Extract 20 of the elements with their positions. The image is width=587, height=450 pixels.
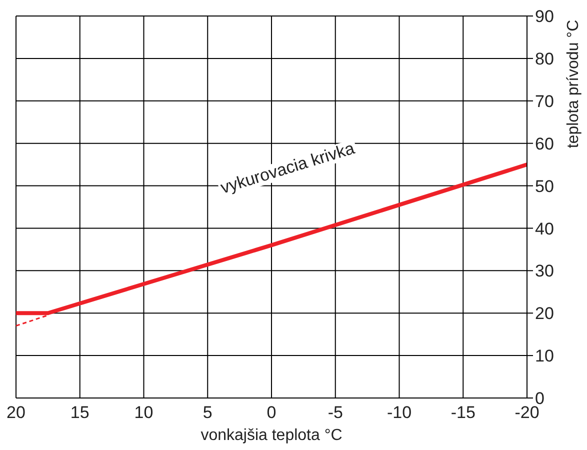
x-axis-title: vonkajšia teplota °C bbox=[200, 426, 344, 446]
y-tick-label: 10 bbox=[535, 346, 554, 366]
y-axis-title: teplota prívodu °C bbox=[564, 20, 583, 148]
y-tick-label: 30 bbox=[535, 262, 554, 281]
x-tick-label: 15 bbox=[70, 403, 90, 422]
x-tick-label: -15 bbox=[450, 403, 476, 422]
y-tick-label: 90 bbox=[535, 7, 554, 26]
y-tick-label: 20 bbox=[535, 304, 554, 324]
y-tick-label: 50 bbox=[535, 176, 554, 196]
x-tick-label: -5 bbox=[328, 403, 343, 422]
x-tick-label: 20 bbox=[6, 403, 26, 422]
x-tick-label: 0 bbox=[266, 403, 276, 422]
y-tick-label: 40 bbox=[535, 219, 554, 238]
x-tick-label: -10 bbox=[386, 403, 412, 422]
x-tick-label: 10 bbox=[134, 403, 154, 422]
x-tick-label: -20 bbox=[514, 403, 540, 422]
y-tick-label: 60 bbox=[535, 134, 554, 154]
x-tick-label: 5 bbox=[202, 403, 212, 422]
y-tick-label: 70 bbox=[535, 92, 554, 111]
y-tick-label: 80 bbox=[535, 49, 554, 68]
